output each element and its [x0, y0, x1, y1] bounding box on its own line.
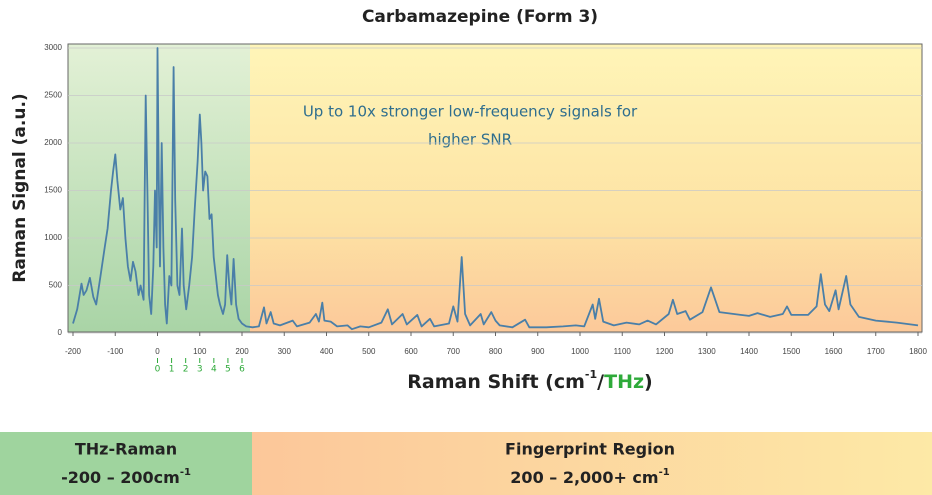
x2-tick-label: 5	[225, 365, 231, 375]
x2-tick-label: 3	[197, 365, 203, 375]
x-tick-label: 1200	[656, 347, 674, 356]
x-tick-label: 1700	[867, 347, 885, 356]
x-tick-label: 1300	[698, 347, 716, 356]
x2-tick-label: 0	[155, 365, 161, 375]
x-tick-label: 1100	[614, 347, 632, 356]
chart-title: Carbamazepine (Form 3)	[362, 7, 598, 27]
annotation: Up to 10x stronger low-frequency signals…	[303, 103, 638, 121]
annotation: higher SNR	[428, 131, 512, 149]
x-tick-label: 1600	[825, 347, 843, 356]
x-axis-label: Raman Shift (cm-1/THz)	[407, 368, 652, 393]
x-tick-label: 900	[531, 347, 545, 356]
x-tick-label: -100	[107, 347, 124, 356]
y-tick-label: 1000	[44, 233, 62, 242]
x2-tick-label: 1	[169, 365, 175, 375]
region-box	[252, 432, 932, 495]
fingerprint-region-bg	[250, 44, 922, 332]
region-range: -200 – 200cm-1	[61, 467, 191, 487]
x2-tick-label: 4	[211, 365, 217, 375]
y-tick-label: 3000	[44, 43, 62, 52]
y-tick-label: 500	[49, 281, 63, 290]
x-tick-label: -200	[65, 347, 82, 356]
x-tick-label: 0	[155, 347, 160, 356]
x-tick-label: 1000	[571, 347, 589, 356]
y-tick-label: 2000	[44, 138, 62, 147]
y-tick-label: 0	[58, 328, 63, 337]
x-tick-label: 800	[489, 347, 503, 356]
x2-tick-label: 6	[239, 365, 245, 375]
x-tick-label: 400	[320, 347, 334, 356]
x-tick-label: 1400	[740, 347, 758, 356]
x-tick-label: 100	[193, 347, 207, 356]
y-axis-label: Raman Signal (a.u.)	[10, 93, 30, 282]
region-box	[0, 432, 252, 495]
y-tick-label: 1500	[44, 186, 62, 195]
x2-tick-label: 2	[183, 365, 189, 375]
x-tick-label: 1800	[909, 347, 927, 356]
x-tick-label: 700	[447, 347, 461, 356]
spectrum-line	[72, 47, 919, 331]
x-tick-label: 500	[362, 347, 376, 356]
region-name: THz-Raman	[75, 440, 177, 459]
x-tick-label: 600	[404, 347, 418, 356]
y-tick-label: 2500	[44, 91, 62, 100]
x-tick-label: 200	[235, 347, 249, 356]
x-tick-label: 1500	[782, 347, 800, 356]
region-name: Fingerprint Region	[505, 440, 675, 459]
region-range: 200 – 2,000+ cm-1	[510, 467, 669, 487]
x-tick-label: 300	[278, 347, 292, 356]
